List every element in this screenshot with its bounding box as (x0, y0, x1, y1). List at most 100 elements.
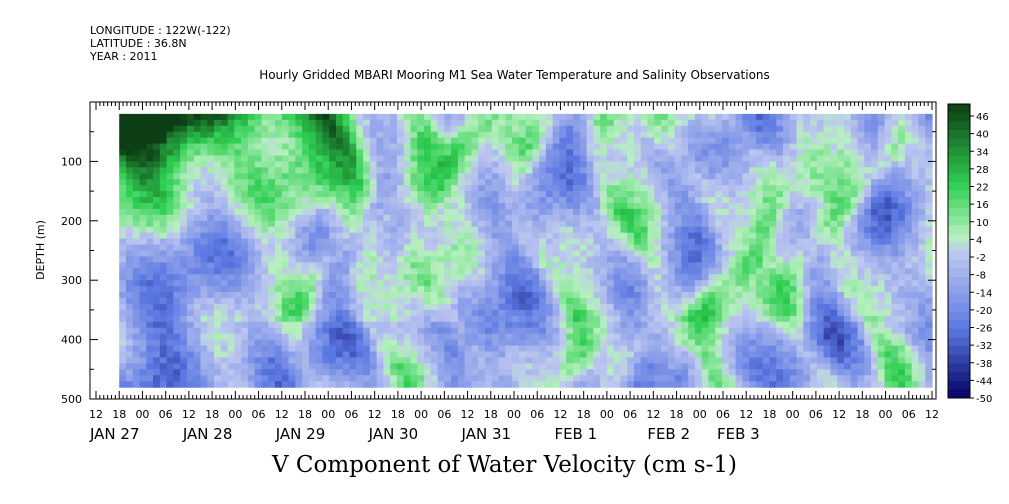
heatmap-cell (789, 321, 798, 329)
heatmap-cell (694, 256, 703, 263)
heatmap-cell (322, 202, 330, 210)
heatmap-cell (627, 286, 635, 293)
heatmap-cell (600, 208, 608, 216)
heatmap-cell (342, 131, 351, 139)
heatmap-cell (782, 381, 791, 388)
heatmap-cell (173, 357, 181, 364)
heatmap-cell (789, 125, 798, 133)
heatmap-cell (268, 369, 276, 376)
heatmap-cell (525, 143, 533, 151)
heatmap-cell (525, 208, 533, 216)
heatmap-cell (803, 292, 811, 299)
heatmap-cell (674, 268, 682, 275)
heatmap-cell (464, 303, 473, 311)
heatmap-cell (254, 309, 263, 317)
heatmap-cell (437, 208, 445, 216)
heatmap-cell (214, 268, 222, 275)
heatmap-cell (837, 363, 845, 370)
heatmap-cell (234, 232, 242, 240)
heatmap-cell (424, 357, 432, 364)
heatmap-cell (613, 256, 622, 263)
heatmap-cell (769, 250, 777, 258)
heatmap-cell (126, 262, 134, 269)
heatmap-cell (789, 280, 798, 287)
heatmap-cell (383, 351, 391, 359)
heatmap-cell (410, 303, 418, 311)
heatmap-cell (823, 119, 831, 127)
heatmap-cell (579, 226, 588, 234)
heatmap-cell (586, 179, 594, 186)
heatmap-cell (708, 321, 716, 329)
heatmap-cell (640, 173, 649, 180)
heatmap-cell (715, 351, 723, 359)
heatmap-cell (681, 345, 689, 353)
heatmap-cell (424, 238, 432, 246)
heatmap-cell (512, 286, 520, 293)
heatmap-cell (661, 208, 669, 216)
heatmap-cell (654, 202, 662, 210)
heatmap-cell (478, 208, 486, 216)
heatmap-cell (254, 179, 263, 186)
heatmap-cell (390, 149, 398, 157)
heatmap-cell (843, 280, 852, 287)
heatmap-cell (769, 119, 777, 127)
heatmap-cell (139, 202, 147, 210)
heatmap-cell (227, 179, 235, 186)
heatmap-cell (843, 274, 852, 281)
heatmap-cell (782, 208, 791, 216)
heatmap-cell (681, 357, 689, 364)
heatmap-cell (532, 167, 540, 174)
heatmap-cell (613, 208, 622, 216)
heatmap-cell (396, 280, 405, 287)
heatmap-cell (674, 185, 682, 192)
heatmap-cell (302, 250, 310, 258)
heatmap-cell (207, 226, 215, 234)
heatmap-cell (640, 155, 649, 162)
heatmap-cell (512, 125, 520, 133)
heatmap-cell (559, 197, 567, 204)
heatmap-cell (484, 321, 493, 329)
heatmap-cell (667, 375, 676, 382)
heatmap-cell (674, 262, 682, 269)
heatmap-cell (715, 381, 723, 388)
heatmap-cell (322, 381, 330, 388)
heatmap-cell (796, 191, 804, 198)
heatmap-cell (735, 286, 743, 293)
heatmap-cell (769, 274, 777, 281)
heatmap-cell (247, 298, 256, 305)
heatmap-cell (410, 280, 418, 287)
heatmap-cell (796, 274, 804, 281)
heatmap-cell (498, 292, 506, 299)
heatmap-cell (843, 327, 852, 335)
heatmap-cell (593, 357, 601, 364)
heatmap-cell (275, 113, 283, 121)
heatmap-cell (722, 381, 730, 388)
heatmap-cell (796, 179, 804, 186)
heatmap-cell (139, 113, 147, 121)
heatmap-cell (410, 113, 418, 121)
heatmap-cell (363, 250, 371, 258)
heatmap-cell (566, 268, 574, 275)
heatmap-cell (430, 256, 439, 263)
heatmap-cell (464, 280, 473, 287)
heatmap-cell (369, 381, 378, 388)
heatmap-cell (295, 220, 303, 228)
heatmap-cell (363, 315, 371, 323)
heatmap-cell (796, 232, 804, 240)
heatmap-cell (789, 238, 798, 246)
heatmap-cell (573, 143, 581, 151)
heatmap-cell (606, 173, 615, 180)
heatmap-cell (342, 113, 351, 121)
heatmap-cell (166, 197, 174, 204)
heatmap-cell (579, 298, 588, 305)
heatmap-cell (268, 280, 276, 287)
heatmap-cell (437, 149, 445, 157)
heatmap-cell (139, 280, 147, 287)
heatmap-cell (166, 369, 174, 376)
heatmap-cell (640, 363, 649, 370)
heatmap-cell (830, 333, 838, 341)
heatmap-cell (674, 292, 682, 299)
heatmap-cell (647, 363, 655, 370)
heatmap-cell (478, 238, 486, 246)
heatmap-cell (403, 351, 412, 359)
